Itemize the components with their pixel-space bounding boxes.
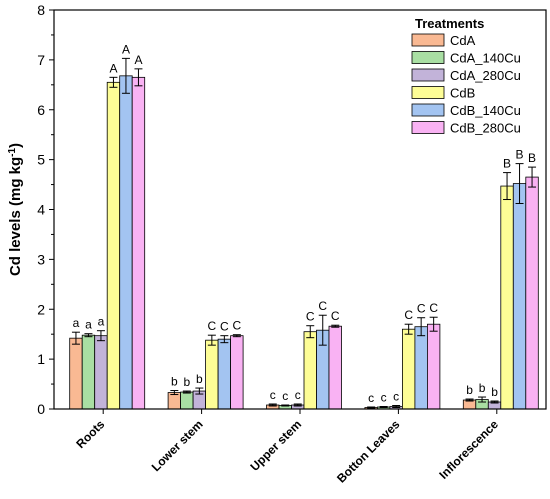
significance-label: c bbox=[270, 388, 276, 402]
y-tick-label: 6 bbox=[37, 102, 45, 118]
legend-swatch bbox=[411, 86, 445, 99]
significance-label: C bbox=[306, 310, 315, 324]
y-tick-label: 1 bbox=[37, 351, 45, 367]
bar bbox=[131, 76, 146, 410]
y-tick-label: 0 bbox=[37, 401, 45, 417]
legend-label: CdA bbox=[450, 33, 476, 48]
legend: Treatments CdA CdA_140Cu CdA_280Cu CdB CdB_14… bbox=[411, 16, 521, 136]
significance-label: b bbox=[171, 375, 178, 389]
bar bbox=[512, 183, 527, 410]
legend-swatch bbox=[411, 68, 445, 82]
x-category-label: Lower stem bbox=[149, 417, 206, 474]
y-tick-label: 8 bbox=[37, 2, 45, 18]
significance-label: A bbox=[134, 53, 142, 67]
significance-label: a bbox=[73, 316, 80, 330]
bar bbox=[94, 335, 108, 410]
significance-label: c bbox=[393, 390, 399, 404]
significance-label: C bbox=[220, 320, 229, 334]
legend-label: CdA_140Cu bbox=[450, 51, 521, 66]
significance-label: C bbox=[404, 308, 413, 322]
significance-label: a bbox=[85, 318, 92, 332]
bar bbox=[81, 334, 96, 410]
legend-swatch bbox=[411, 121, 445, 134]
legend-label: CdA_280Cu bbox=[450, 68, 521, 83]
y-axis-label: Cd levels (mg kg-1) bbox=[7, 143, 25, 276]
legend-label: CdB_140Cu bbox=[450, 103, 521, 118]
bar bbox=[119, 75, 133, 410]
significance-label: c bbox=[368, 391, 374, 405]
bar bbox=[217, 338, 232, 410]
legend-swatch bbox=[411, 51, 445, 64]
significance-label: b bbox=[196, 372, 203, 386]
significance-label: C bbox=[233, 319, 242, 333]
y-tick-label: 2 bbox=[37, 301, 45, 317]
legend-swatch bbox=[411, 103, 445, 117]
y-tick-label: 5 bbox=[37, 152, 45, 168]
significance-label: b bbox=[491, 385, 498, 399]
significance-label: C bbox=[318, 299, 327, 313]
bar bbox=[230, 335, 244, 410]
significance-label: A bbox=[109, 61, 117, 75]
legend-title: Treatments bbox=[415, 16, 484, 31]
significance-label: c bbox=[381, 391, 387, 405]
bar bbox=[205, 339, 219, 410]
plot-frame bbox=[53, 9, 547, 410]
bar bbox=[525, 176, 539, 410]
y-tick-label: 4 bbox=[37, 202, 45, 218]
significance-label: A bbox=[122, 42, 130, 56]
significance-label: c bbox=[282, 389, 288, 403]
x-category-label: Roots bbox=[73, 417, 107, 451]
significance-label: b bbox=[466, 383, 473, 397]
significance-label: B bbox=[528, 151, 536, 165]
significance-label: b bbox=[184, 375, 191, 389]
significance-label: C bbox=[208, 319, 217, 333]
legend-label: CdB_280Cu bbox=[450, 121, 521, 136]
significance-label: B bbox=[503, 157, 511, 171]
x-category-label: Inflorescence bbox=[436, 417, 501, 482]
legend-label: CdB bbox=[450, 86, 475, 101]
y-tick-label: 7 bbox=[37, 52, 45, 68]
legend-swatch bbox=[411, 33, 445, 47]
bar bbox=[328, 325, 342, 410]
bar bbox=[180, 391, 194, 410]
bar bbox=[303, 331, 317, 410]
bar bbox=[401, 328, 416, 410]
significance-label: C bbox=[429, 301, 438, 315]
x-category-label: Upper stem bbox=[248, 417, 305, 474]
y-tick-label: 3 bbox=[37, 251, 45, 267]
significance-label: c bbox=[295, 388, 301, 402]
significance-label: a bbox=[98, 315, 105, 329]
bar bbox=[414, 326, 428, 410]
significance-label: C bbox=[331, 309, 340, 323]
significance-label: b bbox=[479, 381, 486, 395]
bar bbox=[106, 81, 121, 410]
bar bbox=[426, 323, 441, 410]
bar bbox=[500, 185, 514, 410]
bar bbox=[69, 337, 83, 410]
x-category-label: Botton Leaves bbox=[334, 417, 403, 486]
significance-label: B bbox=[516, 148, 524, 162]
significance-label: C bbox=[417, 302, 426, 316]
